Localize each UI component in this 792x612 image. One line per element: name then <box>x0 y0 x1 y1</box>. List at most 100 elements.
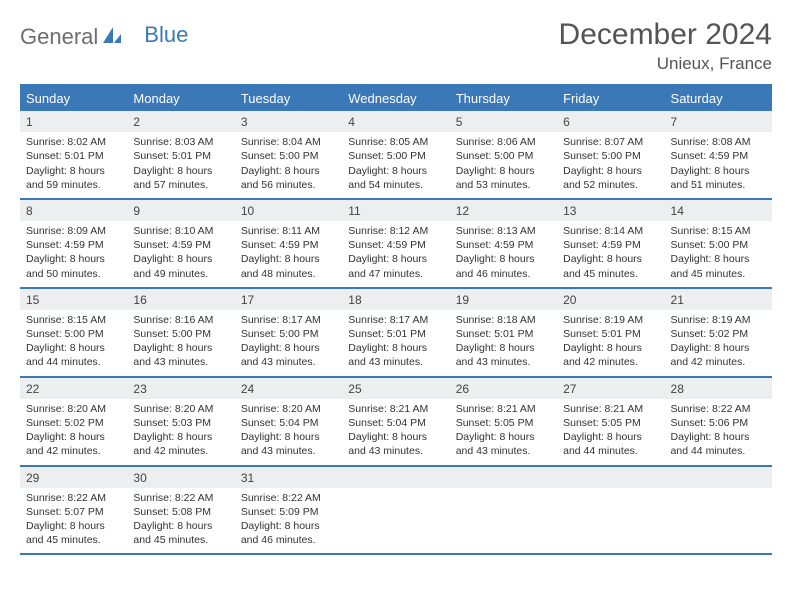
day-body <box>665 488 772 546</box>
day-header: Saturday <box>665 85 772 111</box>
day-number-bar: 16 <box>127 289 234 310</box>
calendar-day-cell: 18Sunrise: 8:17 AMSunset: 5:01 PMDayligh… <box>342 288 449 377</box>
sunrise-line: Sunrise: 8:19 AM <box>563 313 658 327</box>
sunrise-line: Sunrise: 8:02 AM <box>26 135 121 149</box>
sunset-line: Sunset: 5:00 PM <box>26 327 121 341</box>
day-number-bar: 12 <box>450 200 557 221</box>
calendar-day-cell: 5Sunrise: 8:06 AMSunset: 5:00 PMDaylight… <box>450 111 557 199</box>
sunset-line: Sunset: 5:02 PM <box>671 327 766 341</box>
sunrise-line: Sunrise: 8:12 AM <box>348 224 443 238</box>
sunrise-line: Sunrise: 8:03 AM <box>133 135 228 149</box>
day-body <box>342 488 449 546</box>
day-body: Sunrise: 8:14 AMSunset: 4:59 PMDaylight:… <box>557 221 664 287</box>
sunrise-line: Sunrise: 8:04 AM <box>241 135 336 149</box>
daylight-line: Daylight: 8 hours and 42 minutes. <box>26 430 121 458</box>
daylight-line: Daylight: 8 hours and 59 minutes. <box>26 164 121 192</box>
calendar-day-cell: 30Sunrise: 8:22 AMSunset: 5:08 PMDayligh… <box>127 466 234 555</box>
daylight-line: Daylight: 8 hours and 47 minutes. <box>348 252 443 280</box>
sunset-line: Sunset: 4:59 PM <box>671 149 766 163</box>
daylight-line: Daylight: 8 hours and 51 minutes. <box>671 164 766 192</box>
calendar-day-cell: 25Sunrise: 8:21 AMSunset: 5:04 PMDayligh… <box>342 377 449 466</box>
sunset-line: Sunset: 5:09 PM <box>241 505 336 519</box>
sunrise-line: Sunrise: 8:14 AM <box>563 224 658 238</box>
daylight-line: Daylight: 8 hours and 57 minutes. <box>133 164 228 192</box>
sunset-line: Sunset: 5:00 PM <box>241 327 336 341</box>
sunset-line: Sunset: 5:00 PM <box>241 149 336 163</box>
day-number-bar: 5 <box>450 111 557 132</box>
sunrise-line: Sunrise: 8:17 AM <box>348 313 443 327</box>
calendar-day-cell: 14Sunrise: 8:15 AMSunset: 5:00 PMDayligh… <box>665 199 772 288</box>
sunset-line: Sunset: 5:01 PM <box>26 149 121 163</box>
sunrise-line: Sunrise: 8:16 AM <box>133 313 228 327</box>
day-number-bar: 18 <box>342 289 449 310</box>
day-header: Friday <box>557 85 664 111</box>
daylight-line: Daylight: 8 hours and 45 minutes. <box>671 252 766 280</box>
calendar-day-cell: 24Sunrise: 8:20 AMSunset: 5:04 PMDayligh… <box>235 377 342 466</box>
day-number-bar: 17 <box>235 289 342 310</box>
day-number-bar <box>450 467 557 488</box>
day-body: Sunrise: 8:21 AMSunset: 5:05 PMDaylight:… <box>557 399 664 465</box>
sunrise-line: Sunrise: 8:20 AM <box>241 402 336 416</box>
calendar-day-cell: 23Sunrise: 8:20 AMSunset: 5:03 PMDayligh… <box>127 377 234 466</box>
brand-sail-icon <box>102 26 122 49</box>
day-body: Sunrise: 8:21 AMSunset: 5:05 PMDaylight:… <box>450 399 557 465</box>
calendar-day-cell: 17Sunrise: 8:17 AMSunset: 5:00 PMDayligh… <box>235 288 342 377</box>
calendar-day-cell: 15Sunrise: 8:15 AMSunset: 5:00 PMDayligh… <box>20 288 127 377</box>
calendar-day-cell: 7Sunrise: 8:08 AMSunset: 4:59 PMDaylight… <box>665 111 772 199</box>
sunset-line: Sunset: 5:00 PM <box>348 149 443 163</box>
day-number-bar: 15 <box>20 289 127 310</box>
daylight-line: Daylight: 8 hours and 54 minutes. <box>348 164 443 192</box>
day-number-bar <box>557 467 664 488</box>
day-body: Sunrise: 8:05 AMSunset: 5:00 PMDaylight:… <box>342 132 449 198</box>
calendar-day-cell: 11Sunrise: 8:12 AMSunset: 4:59 PMDayligh… <box>342 199 449 288</box>
sunset-line: Sunset: 4:59 PM <box>456 238 551 252</box>
calendar-day-cell: 3 Sunrise: 8:04 AMSunset: 5:00 PMDaylight… <box>235 111 342 199</box>
day-number-bar: 10 <box>235 200 342 221</box>
calendar-day-cell <box>342 466 449 555</box>
calendar-day-cell: 22Sunrise: 8:20 AMSunset: 5:02 PMDayligh… <box>20 377 127 466</box>
sunset-line: Sunset: 5:01 PM <box>563 327 658 341</box>
sunset-line: Sunset: 5:00 PM <box>563 149 658 163</box>
day-number-bar: 19 <box>450 289 557 310</box>
day-body: Sunrise: 8:22 AMSunset: 5:08 PMDaylight:… <box>127 488 234 554</box>
day-number-bar: 24 <box>235 378 342 399</box>
sunrise-line: Sunrise: 8:19 AM <box>671 313 766 327</box>
sunrise-line: Sunrise: 8:11 AM <box>241 224 336 238</box>
calendar-week-row: 1Sunrise: 8:02 AMSunset: 5:01 PMDaylight… <box>20 111 772 199</box>
day-body: Sunrise: 8:06 AMSunset: 5:00 PMDaylight:… <box>450 132 557 198</box>
calendar-day-cell: 2Sunrise: 8:03 AMSunset: 5:01 PMDaylight… <box>127 111 234 199</box>
day-number-bar <box>342 467 449 488</box>
daylight-line: Daylight: 8 hours and 48 minutes. <box>241 252 336 280</box>
day-number-bar: 23 <box>127 378 234 399</box>
daylight-line: Daylight: 8 hours and 56 minutes. <box>241 164 336 192</box>
calendar-header-row: SundayMondayTuesdayWednesdayThursdayFrid… <box>20 85 772 111</box>
sunrise-line: Sunrise: 8:07 AM <box>563 135 658 149</box>
sunrise-line: Sunrise: 8:20 AM <box>26 402 121 416</box>
sunrise-line: Sunrise: 8:18 AM <box>456 313 551 327</box>
day-body <box>450 488 557 546</box>
daylight-line: Daylight: 8 hours and 50 minutes. <box>26 252 121 280</box>
daylight-line: Daylight: 8 hours and 53 minutes. <box>456 164 551 192</box>
sunset-line: Sunset: 5:04 PM <box>348 416 443 430</box>
month-title: December 2024 <box>559 18 772 52</box>
day-body <box>557 488 664 546</box>
calendar-day-cell: 1 Sunrise: 8:02 AMSunset: 5:01 PMDaylight… <box>20 111 127 199</box>
day-body: Sunrise: 8:11 AMSunset: 4:59 PMDaylight:… <box>235 221 342 287</box>
sunset-line: Sunset: 5:01 PM <box>456 327 551 341</box>
sunrise-line: Sunrise: 8:22 AM <box>133 491 228 505</box>
day-number-bar: 3 <box>235 111 342 132</box>
day-number-bar: 1 <box>20 111 127 132</box>
calendar-body: 1Sunrise: 8:02 AMSunset: 5:01 PMDaylight… <box>20 111 772 554</box>
sunset-line: Sunset: 5:07 PM <box>26 505 121 519</box>
day-number-bar: 9 <box>127 200 234 221</box>
daylight-line: Daylight: 8 hours and 44 minutes. <box>671 430 766 458</box>
daylight-line: Daylight: 8 hours and 43 minutes. <box>348 430 443 458</box>
day-body: Sunrise: 8:13 AMSunset: 4:59 PMDaylight:… <box>450 221 557 287</box>
title-block: December 2024 Unieux, France <box>559 18 772 74</box>
day-body: Sunrise: 8:15 AMSunset: 5:00 PMDaylight:… <box>20 310 127 376</box>
daylight-line: Daylight: 8 hours and 42 minutes. <box>563 341 658 369</box>
sunset-line: Sunset: 4:59 PM <box>26 238 121 252</box>
daylight-line: Daylight: 8 hours and 43 minutes. <box>456 341 551 369</box>
sunrise-line: Sunrise: 8:05 AM <box>348 135 443 149</box>
daylight-line: Daylight: 8 hours and 44 minutes. <box>563 430 658 458</box>
